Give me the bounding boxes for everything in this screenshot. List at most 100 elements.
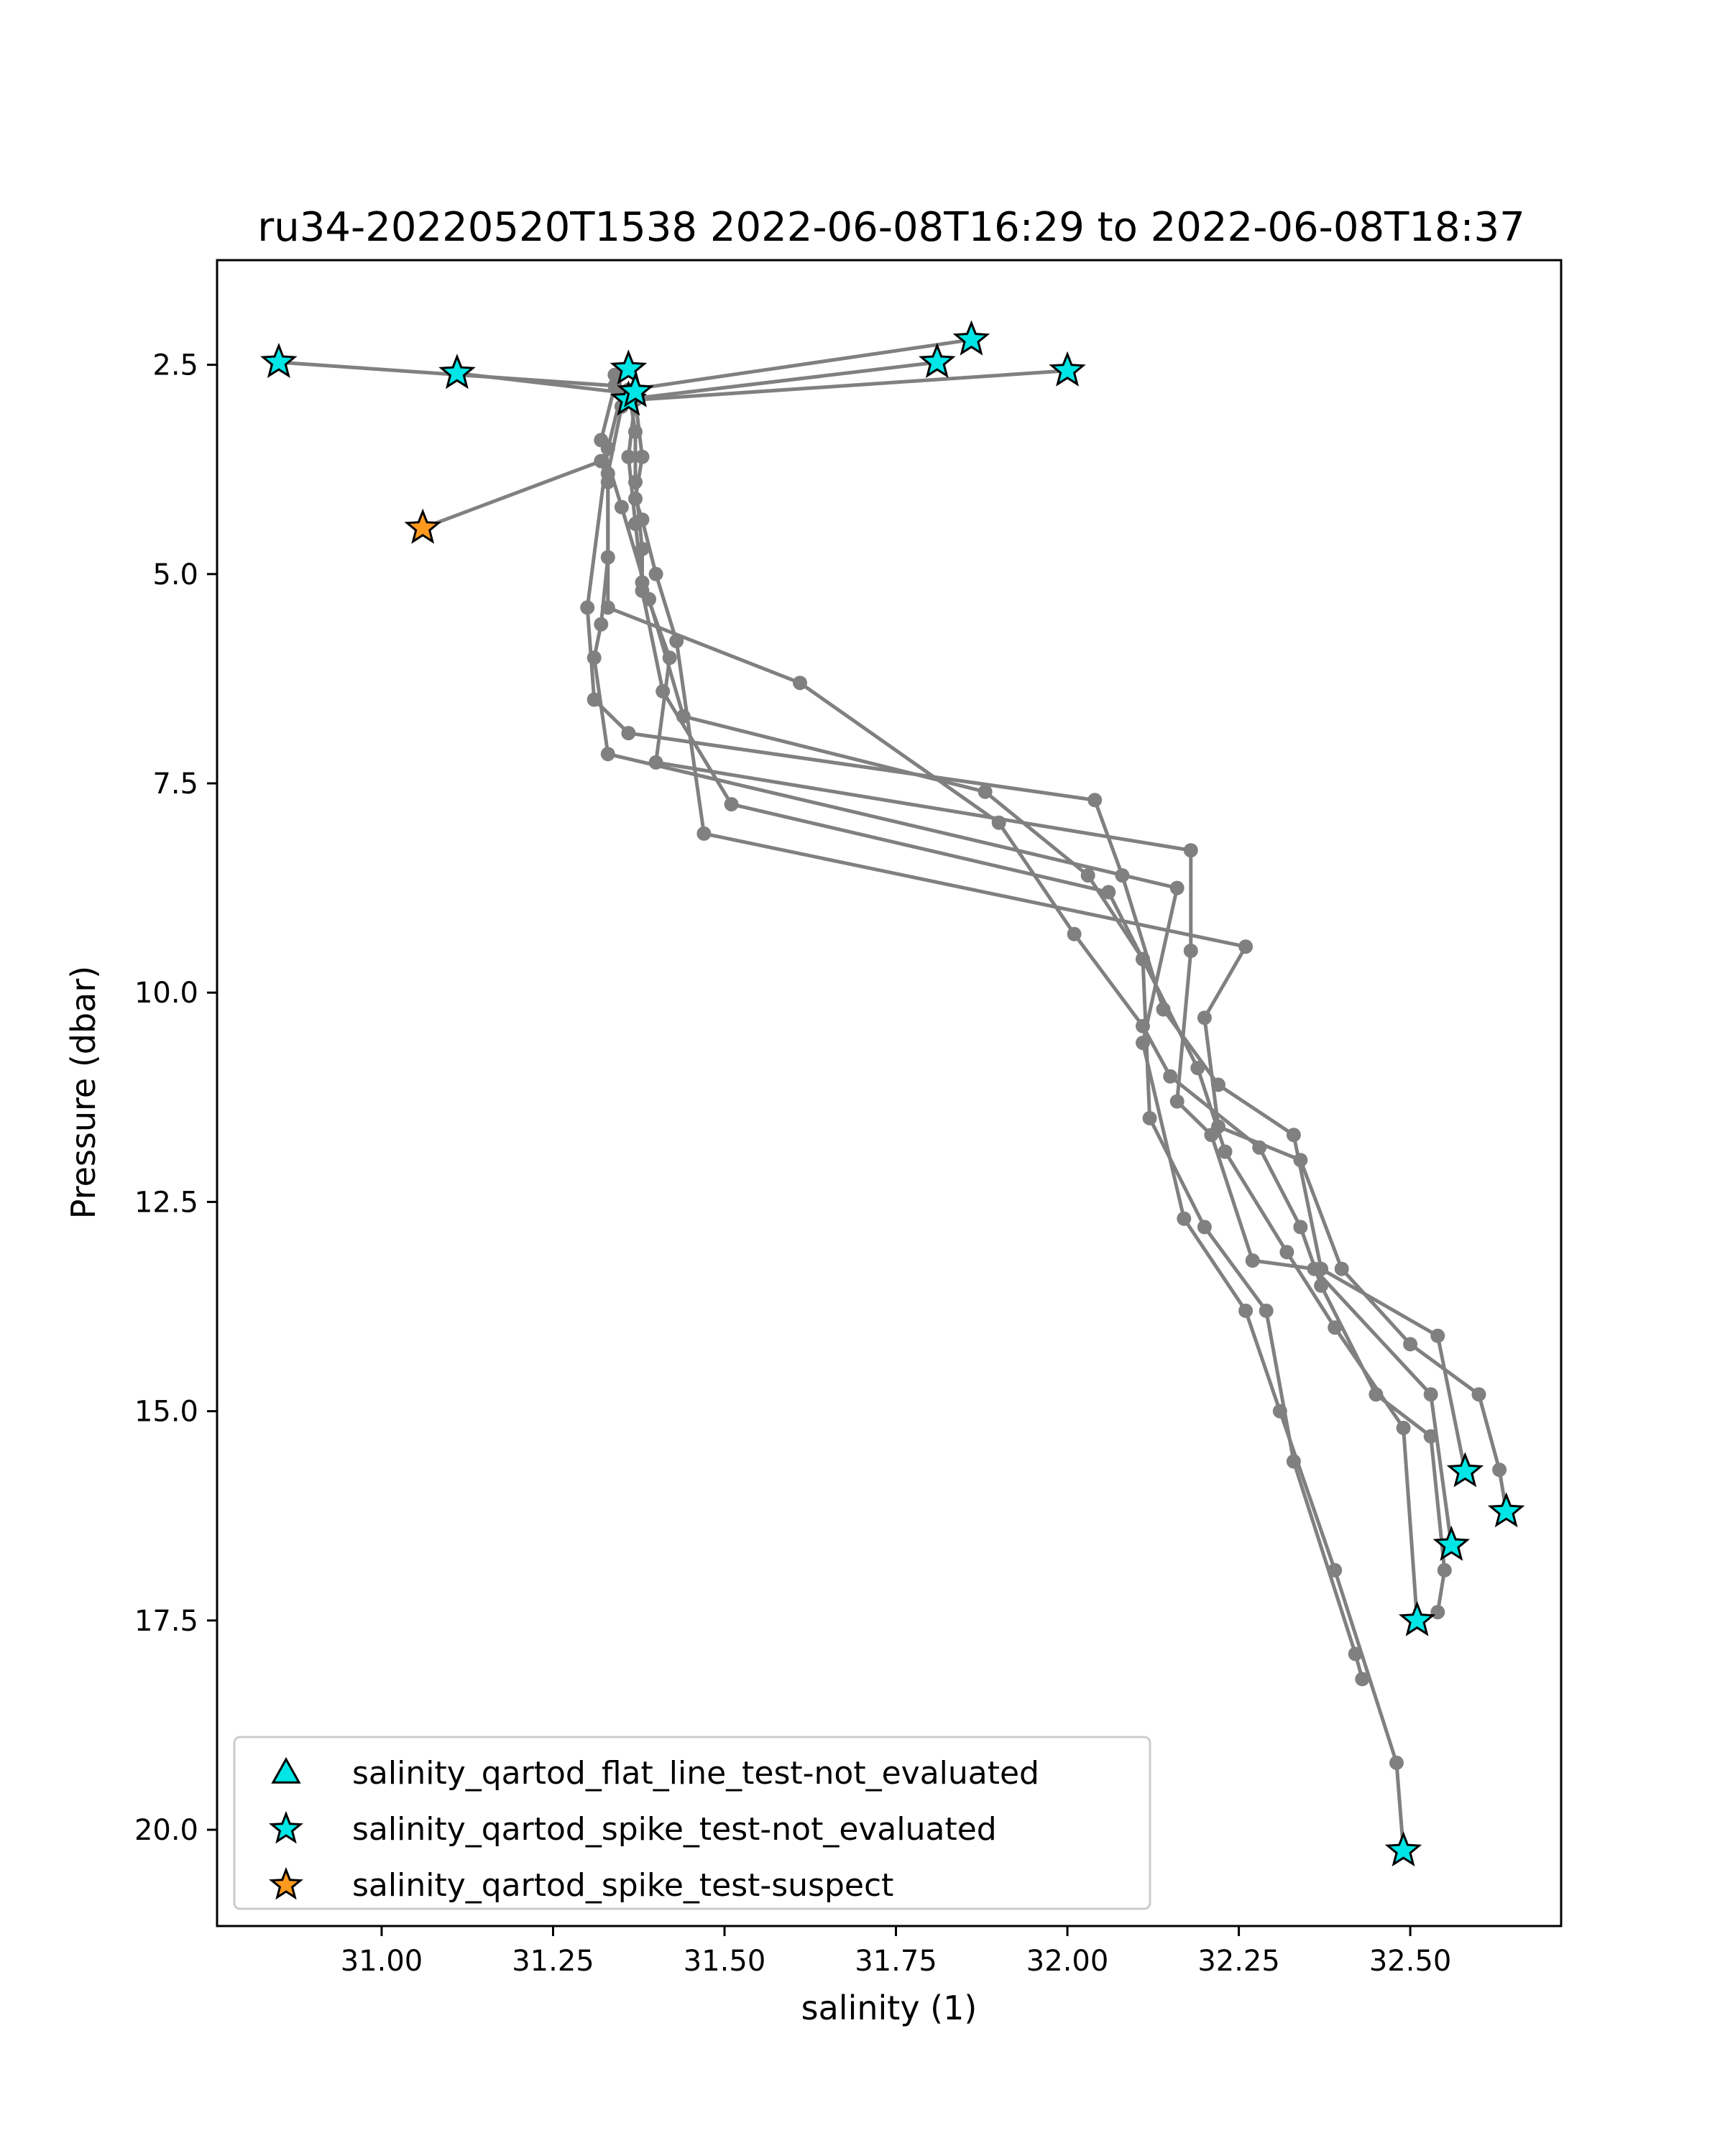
data-point [1245,1253,1260,1268]
data-point [1183,843,1198,858]
star-marker [1446,1452,1484,1488]
data-point [1334,1261,1349,1276]
legend-box [233,1736,1151,1910]
data-point [1101,885,1116,900]
data-point [793,676,807,691]
data-point [1136,952,1150,967]
y-tick-label: 15.0 [134,1396,198,1429]
x-tick-label: 31.75 [855,1945,937,1978]
legend-label: salinity_qartod_spike_test-not_evaluated [352,1811,997,1848]
profile-line [592,367,1406,1851]
data-point [1423,1429,1438,1444]
profile-line [278,360,1420,1621]
legend-label: salinity_qartod_flat_line_test-not_evalu… [352,1755,1039,1792]
data-point [1197,1220,1212,1235]
x-axis: 31.00 31.25 31.50 31.75 32.00 32.25 32.50 [341,1926,1452,1978]
data-point [696,826,712,841]
y-tick-label: 5.0 [152,558,198,591]
profile-line [626,360,1453,1546]
data-point [1293,1153,1308,1168]
profile-line [633,369,1509,1512]
data-point [586,650,602,665]
data-point [1259,1303,1274,1318]
data-point [1252,1140,1267,1155]
y-tick-label: 7.5 [152,768,198,801]
data-point [1293,1220,1308,1235]
legend-label: salinity_qartod_spike_test-suspect [352,1867,893,1904]
data-point [1067,926,1082,941]
data-point [1368,1387,1384,1402]
star-marker [404,508,442,544]
data-point [1437,1562,1452,1577]
data-point [991,815,1006,830]
data-point [662,650,677,665]
legend: salinity_qartod_flat_line_test-not_evalu… [233,1736,1151,1910]
data-point [594,453,609,469]
data-point [1169,880,1184,895]
data-point [1238,939,1254,954]
plot-frame [216,259,1563,1927]
profile-3 [586,361,1411,1858]
y-tick-label: 10.0 [134,977,198,1010]
star-marker [438,354,476,390]
x-tick-label: 31.00 [341,1945,423,1978]
profile-2 [449,366,1473,1479]
data-point [978,784,993,799]
flag-markers [260,320,1525,1867]
profile-4 [621,355,1459,1552]
data-point [600,600,615,615]
data-point [635,584,650,599]
y-tick-label: 20.0 [134,1814,198,1847]
y-tick-label: 2.5 [152,349,198,382]
data-point [1279,1245,1294,1260]
star-marker [260,342,298,379]
data-point [1156,1002,1171,1017]
x-tick-label: 31.50 [684,1945,766,1978]
star-marker [1049,351,1086,387]
data-point [1197,1010,1212,1026]
x-tick-label: 31.25 [512,1945,594,1978]
data-point [600,747,615,762]
data-point [1314,1278,1329,1293]
data-point [1423,1387,1438,1402]
data-point [614,499,629,515]
star-marker [610,349,648,385]
data-point [607,367,622,382]
legend-triangle-icon [271,1756,301,1784]
y-tick-label: 17.5 [134,1605,198,1638]
data-point [724,797,739,812]
star-marker [919,343,956,379]
data-point [648,566,663,581]
data-point [635,449,650,464]
chart-title: ru34-20220520T1538 2022-06-08T16:29 to 2… [257,204,1524,251]
legend-star-icon [269,1810,303,1844]
data-point [580,600,595,615]
data-point [1396,1420,1411,1435]
data-point [1218,1144,1233,1159]
data-point [628,492,643,506]
data-point [594,617,609,632]
data-point [586,692,602,707]
data-point [1238,1303,1254,1318]
data-point [1403,1337,1418,1352]
profile-6 [628,363,1514,1519]
data-point [1142,1110,1157,1125]
x-tick-label: 32.00 [1026,1945,1109,1978]
data-point [1430,1605,1445,1620]
star-marker [1398,1600,1436,1636]
data-point [1471,1387,1486,1402]
profile-line [626,338,1364,1680]
data-point [1430,1328,1445,1343]
legend-star-icon [269,1866,303,1900]
data-point [635,541,650,556]
data-point [635,512,650,528]
star-marker [952,320,990,356]
x-tick-label: 32.50 [1369,1945,1452,1978]
profile-7 [415,453,1452,1620]
data-point [621,726,636,741]
data-point [1348,1646,1363,1662]
data-point [1177,1211,1192,1226]
profile-5 [621,332,1370,1687]
star-marker [617,372,654,407]
data-point [1169,1094,1184,1109]
